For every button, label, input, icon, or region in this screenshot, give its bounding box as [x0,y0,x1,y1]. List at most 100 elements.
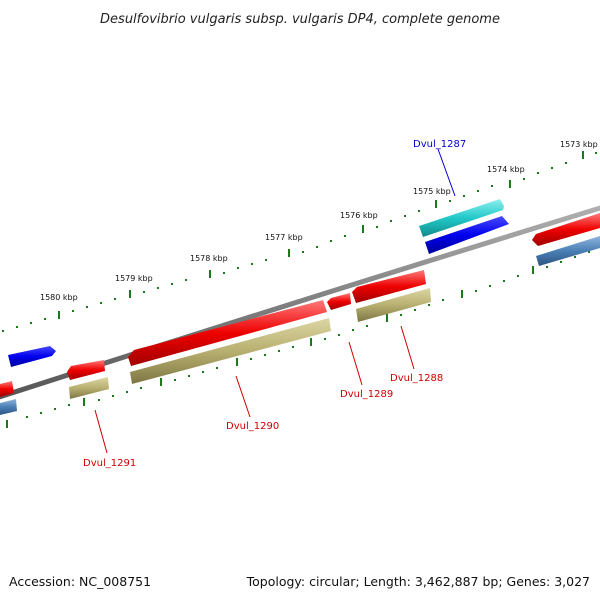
leader-lines [94,148,456,454]
gene-feature-dvul-1287[interactable] [419,199,504,237]
scale-dot [265,259,267,261]
scale-dot [2,330,4,332]
scale-dot [344,235,346,237]
scale-dot [44,318,46,320]
scale-dot [86,306,88,308]
scale-dot [98,399,100,401]
gene-label-dvul-1290[interactable]: Dvul_1290 [226,421,279,432]
scale-dot [6,420,8,428]
scale-dot [302,251,304,253]
scale-tick [83,398,85,406]
gene-cds-dvul-1287[interactable] [425,216,509,254]
scale-dot [414,309,416,311]
scale-dot [216,367,218,369]
gene-feature-left-edge[interactable] [0,399,17,415]
gene-label-dvul-1291[interactable]: Dvul_1291 [83,458,136,469]
gene-labels: Dvul_1287 Dvul_1288 Dvul_1289 Dvul_1290 … [83,139,466,469]
leader-dvul-1288 [400,325,415,370]
scale-dot [503,280,505,282]
scale-dot [72,310,74,312]
scale-dot [560,261,562,263]
scale-dot [338,334,340,336]
scale-dot [100,302,102,304]
gene-cds-left-edge[interactable] [0,381,14,397]
leader-dvul-1291 [94,409,108,454]
accession-text: Accession: NC_008751 [9,574,151,589]
scale-dot [26,416,28,418]
scale-dot [40,412,42,414]
scale-dot [112,395,114,397]
gene-feature-dvul-1291[interactable] [69,377,109,399]
scale-dot [223,272,225,274]
gene-cds-right-edge[interactable] [532,213,600,246]
scale-dot [588,251,590,253]
scale-dot [140,387,142,389]
scale-dot [546,266,548,268]
scale-dot [185,279,187,281]
scale-dot [126,391,128,393]
scale-dot [463,195,465,197]
scale-dot [54,408,56,410]
reverse-strand [0,213,600,415]
scale-tick [58,311,60,319]
scale-dot [174,379,176,381]
scale-dot [366,325,368,327]
leader-dvul-1287 [437,148,456,197]
gene-cds-dvul-1291[interactable] [67,360,105,380]
gene-cds-left[interactable] [8,346,56,367]
scale-dot [264,354,266,356]
gene-cds-dvul-1289[interactable] [327,293,351,310]
kbp-label: 1578 kbp [190,254,228,263]
scale-dot [292,346,294,348]
scale-tick [288,249,290,257]
scale-tick [386,314,388,322]
scale-dot [251,263,253,265]
kbp-label: 1577 kbp [265,233,303,242]
scale-dot [551,167,553,169]
scale-dot [376,226,378,228]
gene-cds-dvul-1288[interactable] [352,270,426,303]
scale-dot [68,404,70,406]
scale-dot [565,162,567,164]
leader-dvul-1289 [348,341,363,386]
gene-label-dvul-1288[interactable]: Dvul_1288 [390,373,443,384]
gene-feature-right-edge[interactable] [536,236,600,266]
scale-dot [477,190,479,192]
scale-dot [143,291,145,293]
kbp-label: 1580 kbp [40,293,78,302]
gene-feature-dvul-1288[interactable] [356,288,431,322]
scale-dot [537,172,539,174]
scale-tick [435,200,437,208]
scale-tick [129,290,131,298]
outer-scale [2,151,597,332]
scale-tick [160,378,162,386]
gene-cds-dvul-1290[interactable] [128,300,327,366]
scale-dot [491,185,493,187]
forward-strand [8,199,509,367]
scale-tick [209,270,211,278]
scale-tick [236,358,238,366]
scale-tick [582,151,584,159]
inner-scale [6,251,590,428]
scale-dot [595,152,597,154]
scale-dot [390,220,392,222]
gene-label-dvul-1289[interactable]: Dvul_1289 [340,389,393,400]
scale-dot [324,338,326,340]
gene-label-dvul-1287[interactable]: Dvul_1287 [413,139,466,150]
scale-dot [202,371,204,373]
scale-tick [310,338,312,346]
scale-dot [171,283,173,285]
gene-feature-dvul-1290[interactable] [130,318,331,384]
genome-summary-text: Topology: circular; Length: 3,462,887 bp… [246,574,590,589]
scale-dot [517,275,519,277]
scale-dot [428,304,430,306]
scale-dot [574,256,576,258]
map-title: Desulfovibrio vulgaris subsp. vulgaris D… [100,12,500,27]
scale-dot [278,350,280,352]
kbp-label: 1573 kbp [560,140,598,149]
scale-dot [489,285,491,287]
scale-dot [404,215,406,217]
scale-dot [523,178,525,180]
kbp-label: 1579 kbp [115,274,153,283]
kbp-labels: 1573 kbp 1574 kbp 1575 kbp 1576 kbp 1577… [40,140,598,302]
